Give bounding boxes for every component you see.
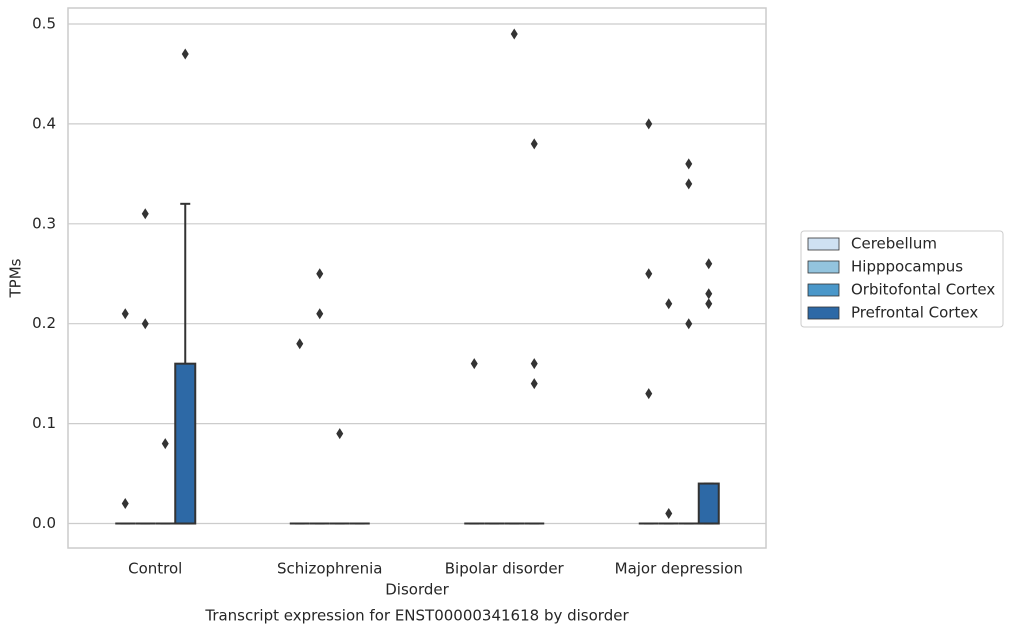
outlier (141, 208, 149, 220)
legend-label: Cerebellum (851, 235, 937, 253)
outlier (645, 388, 653, 400)
outlier (665, 298, 673, 310)
outlier (530, 358, 538, 370)
outlier (665, 508, 673, 520)
y-tick-label: 0.4 (32, 114, 56, 132)
legend-label: Prefrontal Cortex (851, 304, 978, 322)
legend-swatch (807, 306, 840, 320)
outlier (141, 318, 149, 330)
outlier (470, 358, 478, 370)
outlier (161, 438, 169, 450)
outlier (296, 338, 304, 350)
outlier (685, 318, 693, 330)
outlier (705, 258, 713, 270)
x-tick-label: Bipolar disorder (445, 560, 565, 578)
legend-swatch (807, 260, 840, 274)
y-axis-label: TPMs (7, 258, 25, 298)
legend-label: Hipppocampus (851, 258, 963, 276)
outlier (316, 308, 324, 320)
outlier (530, 138, 538, 150)
outlier (181, 48, 189, 60)
outlier (645, 118, 653, 130)
y-tick-label: 0.0 (32, 514, 56, 532)
outlier (685, 178, 693, 190)
outlier (685, 158, 693, 170)
y-tick-label: 0.3 (32, 214, 56, 232)
plot-frame (67, 7, 767, 549)
outlier (316, 268, 324, 280)
legend-swatch (807, 237, 840, 251)
legend-label: Orbitofontal Cortex (851, 281, 995, 299)
y-tick-label: 0.5 (32, 14, 56, 32)
y-tick-label: 0.2 (32, 314, 56, 332)
x-tick-label: Major depression (615, 560, 743, 578)
outlier (530, 378, 538, 390)
outlier (121, 308, 129, 320)
legend-frame (800, 230, 1004, 328)
x-tick-label: Schizophrenia (277, 560, 382, 578)
outlier (336, 428, 344, 440)
outlier (121, 498, 129, 510)
x-axis-label: Disorder (385, 581, 449, 599)
outlier (510, 28, 518, 40)
x-tick-label: Control (128, 560, 182, 578)
box (697, 482, 720, 525)
outlier (645, 268, 653, 280)
chart-title: Transcript expression for ENST0000034161… (204, 607, 629, 625)
outlier (705, 288, 713, 300)
outlier (705, 298, 713, 310)
y-tick-label: 0.1 (32, 414, 56, 432)
box (174, 362, 197, 525)
legend-swatch (807, 283, 840, 297)
